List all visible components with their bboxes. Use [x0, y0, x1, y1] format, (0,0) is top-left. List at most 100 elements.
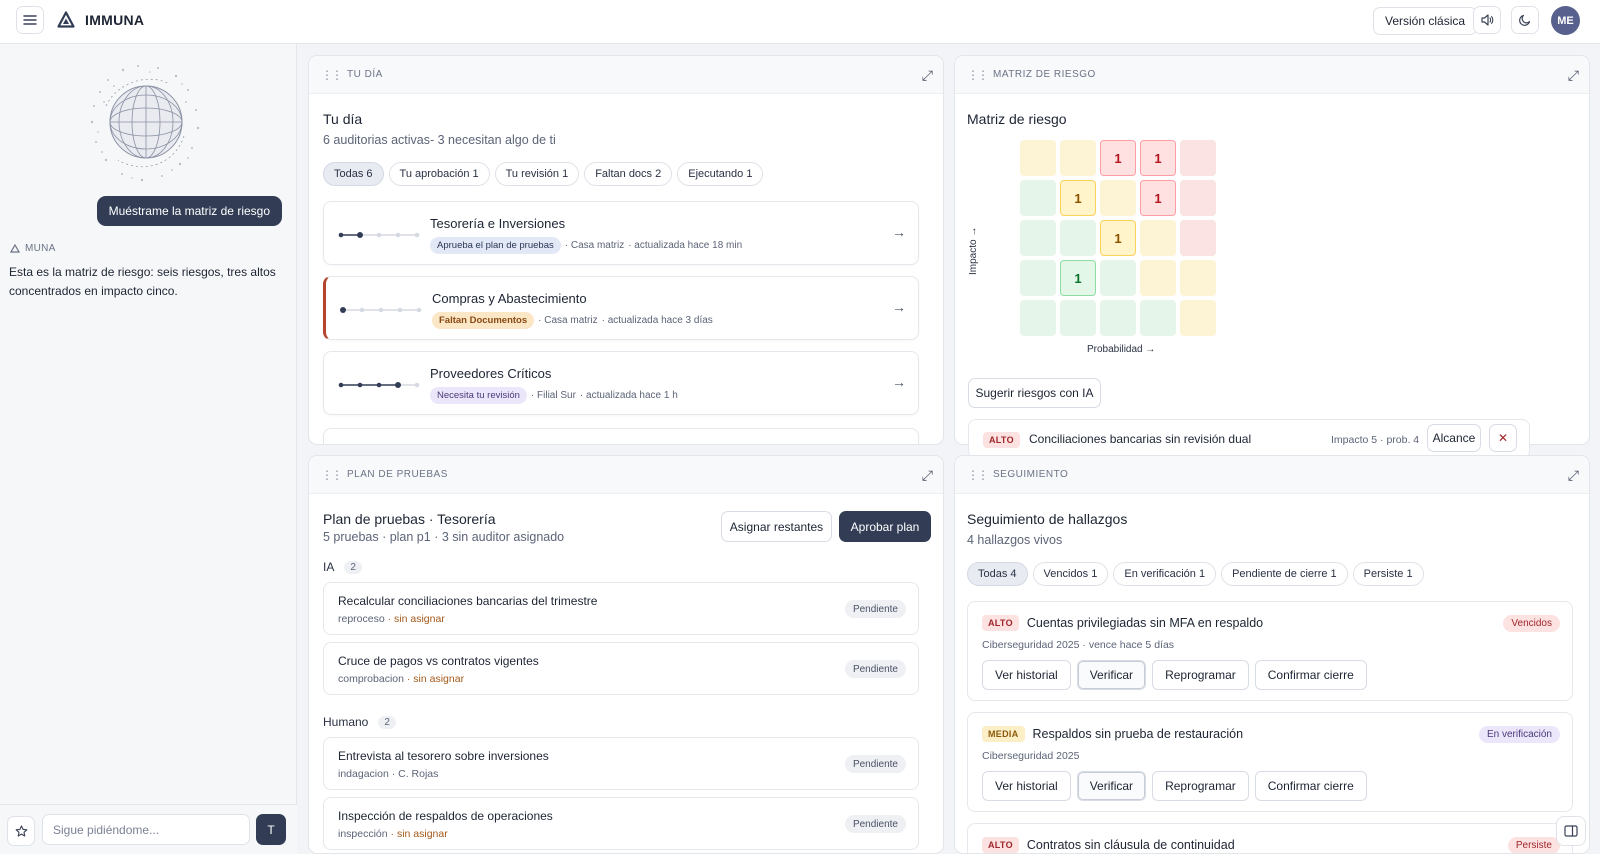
matrix-cell[interactable] — [1180, 260, 1216, 296]
matrix-cell-count[interactable]: 1 — [1060, 180, 1096, 216]
star-icon[interactable] — [7, 816, 35, 846]
matrix-cell[interactable] — [1060, 300, 1096, 336]
filter-chip[interactable]: Tu revisión 1 — [494, 162, 580, 186]
matrix-cell-count[interactable]: 1 — [1100, 140, 1136, 176]
audit-name: Compras y Abastecimiento — [432, 291, 587, 306]
audit-updated: · actualizada hace 18 min — [628, 240, 743, 251]
matrix-cell[interactable] — [1100, 260, 1136, 296]
reschedule-button[interactable]: Reprogramar — [1152, 771, 1249, 801]
drag-handle-icon[interactable]: ⋮⋮ — [321, 467, 343, 482]
risk-name: Conciliaciones bancarias sin revisión du… — [1029, 432, 1252, 446]
matrix-cell[interactable] — [1180, 180, 1216, 216]
filter-chip[interactable]: Tu aprobación 1 — [388, 162, 490, 186]
panel-toggle-icon[interactable] — [1556, 816, 1586, 846]
arrow-right-icon: → — [892, 224, 906, 240]
panel-header-title: TU DÍA — [347, 69, 383, 80]
risk-row[interactable]: ALTO Conciliaciones bancarias sin revisi… — [968, 419, 1530, 459]
close-icon[interactable]: ✕ — [1489, 424, 1517, 452]
matrix-cell[interactable] — [1140, 260, 1176, 296]
test-meta: comprobacion · sin asignar — [338, 673, 464, 685]
audit-card[interactable] — [323, 428, 919, 444]
test-item[interactable]: Recalcular conciliaciones bancarias del … — [323, 582, 919, 635]
filter-chip[interactable]: Faltan docs 2 — [584, 162, 673, 186]
audit-card[interactable]: Proveedores Críticos Necesita tu revisió… — [323, 351, 919, 415]
filter-chip[interactable]: Pendiente de cierre 1 — [1221, 562, 1348, 586]
status-badge: En verificación — [1478, 726, 1560, 743]
drag-handle-icon[interactable]: ⋮⋮ — [321, 67, 343, 82]
confirm-close-button[interactable]: Confirmar cierre — [1254, 660, 1367, 690]
matrix-cell[interactable] — [1060, 220, 1096, 256]
progress-step-dot — [378, 307, 384, 313]
verify-button[interactable]: Verificar — [1076, 771, 1147, 801]
filter-chip[interactable]: Todas 6 — [323, 162, 384, 186]
matrix-cell[interactable] — [1140, 220, 1176, 256]
matrix-cell[interactable] — [1020, 300, 1056, 336]
progress-step-dot — [397, 307, 403, 313]
suggest-risks-button[interactable]: Sugerir riesgos con IA — [968, 378, 1101, 408]
top-bar: IMMUNA Versión clásica ME — [0, 0, 1600, 44]
avatar[interactable]: ME — [1551, 6, 1580, 35]
assign-remaining-button[interactable]: Asignar restantes — [721, 511, 832, 542]
filter-chip[interactable]: Todas 4 — [967, 562, 1028, 586]
assistant-label: MUNA — [10, 243, 56, 254]
matrix-cell-count[interactable]: 1 — [1060, 260, 1096, 296]
matrix-cell[interactable] — [1020, 260, 1056, 296]
filter-chips: Todas 6 Tu aprobación 1 Tu revisión 1 Fa… — [323, 162, 768, 186]
filter-chip[interactable]: Ejecutando 1 — [677, 162, 764, 186]
chat-input[interactable] — [42, 814, 250, 845]
finding-card[interactable]: ALTO Cuentas privilegiadas sin MFA en res… — [967, 601, 1573, 701]
findings-panel: ⋮⋮ SEGUIMIENTO ⤢ Seguimiento de hallazgo… — [954, 455, 1590, 854]
test-item[interactable]: Entrevista al tesorero sobre inversiones… — [323, 737, 919, 790]
brand[interactable]: IMMUNA — [57, 11, 144, 28]
matrix-cell[interactable] — [1180, 140, 1216, 176]
history-button[interactable]: Ver historial — [982, 771, 1071, 801]
audit-updated: · actualizada hace 1 h — [579, 390, 678, 401]
matrix-cell[interactable] — [1020, 140, 1056, 176]
matrix-cell-count[interactable]: 1 — [1140, 180, 1176, 216]
matrix-cell[interactable] — [1060, 140, 1096, 176]
finding-title: Contratos sin cláusula de continuidad — [1026, 838, 1235, 852]
matrix-cell[interactable] — [1100, 180, 1136, 216]
matrix-cell[interactable] — [1020, 180, 1056, 216]
matrix-cell[interactable] — [1020, 220, 1056, 256]
history-button[interactable]: Ver historial — [982, 660, 1071, 690]
filter-chip[interactable]: Vencidos 1 — [1032, 562, 1109, 586]
matrix-cell-count[interactable]: 1 — [1100, 220, 1136, 256]
matrix-cell[interactable] — [1140, 300, 1176, 336]
test-item[interactable]: Cruce de pagos vs contratos vigentes com… — [323, 642, 919, 695]
matrix-cell[interactable] — [1100, 300, 1136, 336]
finding-title-row: ALTO Cuentas privilegiadas sin MFA en res… — [982, 615, 1263, 631]
reschedule-button[interactable]: Reprogramar — [1152, 660, 1249, 690]
test-kind: comprobacion — [338, 673, 404, 685]
matrix-cell-count[interactable]: 1 — [1140, 140, 1176, 176]
send-button[interactable]: T — [256, 814, 286, 845]
scope-button[interactable]: Alcance — [1427, 424, 1481, 452]
drag-handle-icon[interactable]: ⋮⋮ — [967, 67, 989, 82]
verify-button[interactable]: Verificar — [1076, 660, 1147, 690]
audit-card[interactable]: Tesorería e Inversiones Aprueba el plan … — [323, 201, 919, 265]
expand-icon[interactable]: ⤢ — [921, 67, 933, 83]
approve-plan-button[interactable]: Aprobar plan — [839, 511, 931, 542]
expand-icon[interactable]: ⤢ — [921, 467, 933, 483]
classic-version-button[interactable]: Versión clásica — [1373, 7, 1478, 35]
sound-icon[interactable] — [1473, 6, 1501, 34]
matrix-cell[interactable] — [1180, 300, 1216, 336]
finding-card[interactable]: ALTO Contratos sin cláusula de continuida… — [967, 823, 1573, 853]
test-kind: inspección — [338, 828, 388, 840]
test-name: Inspección de respaldos de operaciones — [338, 809, 553, 823]
expand-icon[interactable]: ⤢ — [1567, 467, 1579, 483]
menu-icon[interactable] — [16, 6, 44, 34]
group-count: 2 — [378, 715, 396, 729]
audit-card[interactable]: Compras y Abastecimiento Faltan Document… — [323, 276, 919, 340]
confirm-close-button[interactable]: Confirmar cierre — [1254, 771, 1367, 801]
test-owner: · sin asignar — [387, 613, 445, 625]
moon-icon[interactable] — [1511, 6, 1539, 34]
filter-chip[interactable]: Persiste 1 — [1352, 562, 1424, 586]
finding-card[interactable]: MEDIA Respaldos sin prueba de restauració… — [967, 712, 1573, 812]
matrix-cell[interactable] — [1180, 220, 1216, 256]
drag-handle-icon[interactable]: ⋮⋮ — [967, 467, 989, 482]
test-item[interactable]: Inspección de respaldos de operaciones i… — [323, 797, 919, 850]
filter-chip[interactable]: En verificación 1 — [1113, 562, 1217, 586]
expand-icon[interactable]: ⤢ — [1567, 67, 1579, 83]
progress-step-dot — [414, 382, 420, 388]
